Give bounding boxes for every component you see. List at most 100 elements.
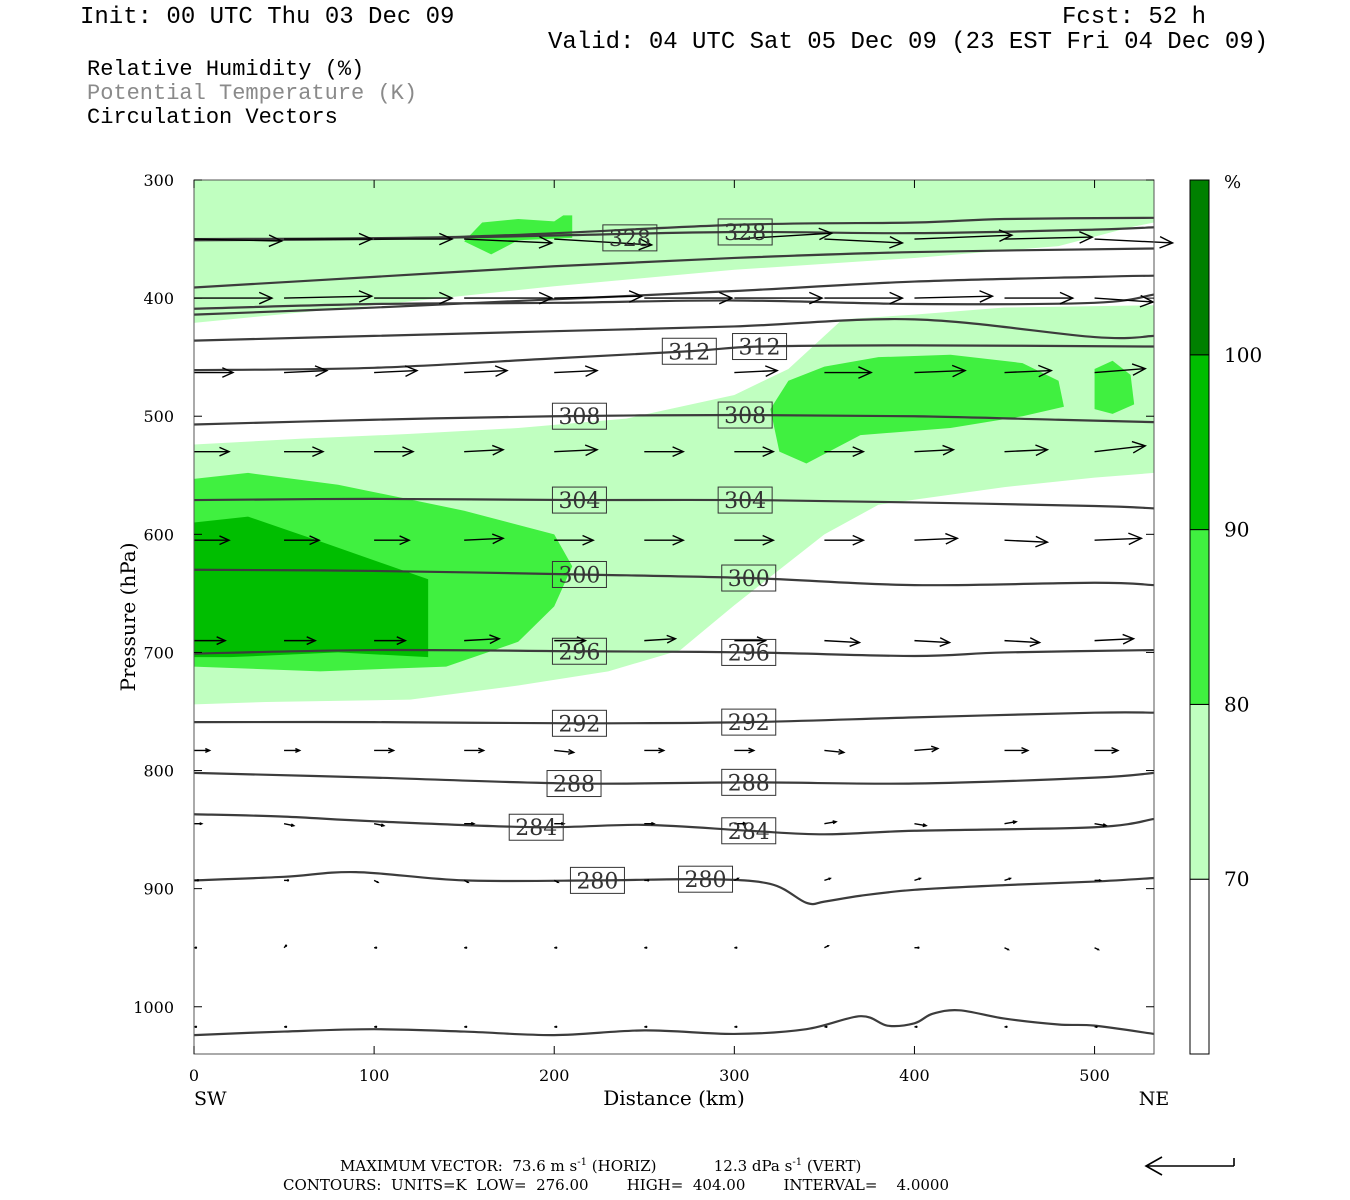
- vector-shaft: [824, 238, 903, 244]
- vector-head: [464, 1025, 468, 1029]
- vert-exponent: -1: [792, 1157, 803, 1168]
- circulation-vector: [824, 820, 838, 825]
- contour-label-text: 300: [558, 563, 600, 588]
- y-axis-label: Pressure (hPa): [116, 543, 140, 692]
- vert-unit: (VERT): [806, 1157, 862, 1175]
- contour-label: 300: [551, 560, 607, 588]
- theta-contour-280: [193, 870, 1155, 906]
- circulation-vector: [464, 444, 505, 456]
- y-tick-label: 400: [143, 289, 174, 308]
- y-tick-label: 500: [143, 407, 174, 426]
- circulation-vector: [464, 236, 554, 249]
- colorbar-unit: %: [1224, 172, 1241, 193]
- circulation-vector: [554, 946, 558, 949]
- plot-frame: [193, 179, 1155, 1055]
- vector-head: [556, 880, 560, 884]
- circulation-vector: [734, 446, 776, 458]
- vector-shaft: [464, 448, 504, 453]
- vector-head: [742, 821, 748, 826]
- axes-layer: 0 100 200 300 400 500 300 400 500 600 700 800 900 100…: [133, 171, 1154, 1085]
- vector-head: [194, 946, 198, 949]
- colorbar-level-label: 100: [1224, 343, 1262, 367]
- circulation-vector: [464, 533, 505, 545]
- circulation-vector: [554, 748, 576, 755]
- vector-head: [376, 880, 380, 884]
- y-tick-label: 700: [143, 643, 174, 662]
- vector-shaft: [374, 369, 418, 374]
- circulation-vector: [374, 291, 454, 305]
- circulation-vector: [824, 534, 866, 546]
- circulation-vector: [644, 1025, 648, 1029]
- vector-head: [1097, 948, 1100, 951]
- circulation-vector: [734, 365, 779, 377]
- theta-contour-316: [193, 317, 1155, 342]
- circulation-vector: [1004, 947, 1010, 951]
- circulation-vector: [1004, 535, 1050, 548]
- vector-shaft: [914, 747, 938, 752]
- circulation-vector: [464, 821, 476, 826]
- circulation-vector: [914, 877, 922, 882]
- vector-head: [439, 232, 454, 246]
- vector-head: [387, 747, 396, 754]
- circulation-vector: [374, 535, 411, 546]
- vector-head: [666, 634, 678, 644]
- vector-shaft: [914, 234, 1012, 240]
- circulation-vector: [644, 946, 648, 949]
- vector-head: [658, 747, 666, 754]
- circulation-vector: [374, 1025, 378, 1029]
- vector-head: [889, 235, 905, 249]
- colorbar-swatch: [1189, 354, 1210, 531]
- contour-label-box: [602, 224, 658, 252]
- contour-label-text: 284: [728, 820, 770, 845]
- contour-label: 292: [551, 709, 607, 737]
- legend-relative-humidity: Relative Humidity (%): [87, 57, 365, 82]
- circulation-vector: [1094, 363, 1147, 376]
- vector-head: [358, 232, 374, 246]
- vector-head: [404, 365, 419, 377]
- colorbar-level-label: 80: [1224, 692, 1249, 716]
- theta-contour-324: [193, 274, 1155, 316]
- circulation-vector: [464, 946, 468, 949]
- vector-head: [818, 227, 834, 241]
- theta-contour-284: [193, 813, 1155, 836]
- contour-label: 284: [721, 817, 777, 845]
- vector-head: [491, 533, 505, 545]
- circulation-vector: [1004, 231, 1094, 244]
- circulation-vector: [373, 879, 380, 884]
- vector-head: [538, 236, 554, 249]
- theta-contour-292: [193, 711, 1155, 725]
- circulation-vector: [824, 877, 832, 882]
- vector-shaft: [284, 369, 327, 374]
- contour-label-box: [721, 817, 777, 845]
- contour-label-text: 280: [685, 868, 727, 893]
- vector-head: [489, 634, 501, 645]
- vector-head: [889, 291, 905, 305]
- contour-label-text: 288: [553, 773, 595, 798]
- circulation-vector: [644, 291, 734, 305]
- circulation-vector: [914, 290, 995, 303]
- contour-label-text: 296: [558, 640, 600, 665]
- vector-shaft: [554, 295, 642, 299]
- circulation-vector: [734, 227, 834, 241]
- contour-label-text: 280: [576, 869, 618, 894]
- vector-head: [374, 946, 378, 949]
- vector-head: [979, 290, 995, 303]
- circulation-vector: [824, 944, 830, 949]
- contour-label-text: 308: [724, 404, 766, 429]
- contour-label-box: [661, 337, 717, 365]
- sw-label: SW: [194, 1088, 227, 1110]
- contour-label-text: 296: [728, 641, 770, 666]
- vector-shaft: [824, 749, 844, 754]
- rh-fill-layer: [194, 180, 1154, 705]
- vector-head: [915, 1025, 918, 1029]
- vector-head: [1111, 746, 1120, 754]
- vector-head: [1102, 823, 1108, 828]
- vector-head: [736, 877, 740, 880]
- circulation-vector: [644, 446, 685, 458]
- contour-label: 284: [508, 813, 564, 841]
- vector-head: [917, 946, 920, 949]
- contour-label: 300: [721, 564, 777, 592]
- init-time: Init: 00 UTC Thu 03 Dec 09: [80, 4, 455, 31]
- circulation-vector: [554, 1025, 558, 1029]
- circulation-vector: [824, 1025, 828, 1029]
